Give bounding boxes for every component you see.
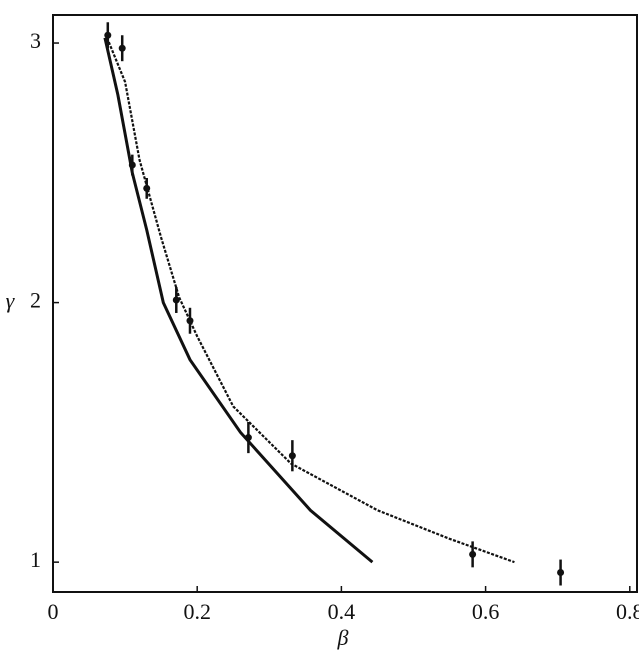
data-point (557, 569, 565, 577)
data-point (118, 44, 126, 52)
data-point (172, 296, 180, 304)
y-axis-label: γ (6, 288, 16, 313)
y-tick-label: 1 (30, 547, 41, 572)
data-point (143, 184, 151, 192)
x-tick-label: 0.2 (183, 599, 211, 624)
data-point (244, 434, 252, 442)
data-point (469, 550, 477, 558)
data-point (288, 452, 296, 460)
plot-frame (52, 14, 638, 593)
x-tick-label: 0.8 (616, 599, 639, 624)
fit-curve (106, 37, 515, 564)
data-point (128, 161, 136, 169)
x-tick-label: 0 (48, 599, 59, 624)
y-tick-label: 2 (30, 288, 41, 313)
x-tick-label: 0.6 (472, 599, 500, 624)
data-point (104, 31, 112, 39)
x-tick-label: 0.4 (328, 599, 356, 624)
x-axis-label: β (337, 625, 349, 650)
y-tick-label: 3 (30, 28, 41, 53)
data-point (186, 317, 194, 325)
fit-curve (103, 37, 374, 564)
